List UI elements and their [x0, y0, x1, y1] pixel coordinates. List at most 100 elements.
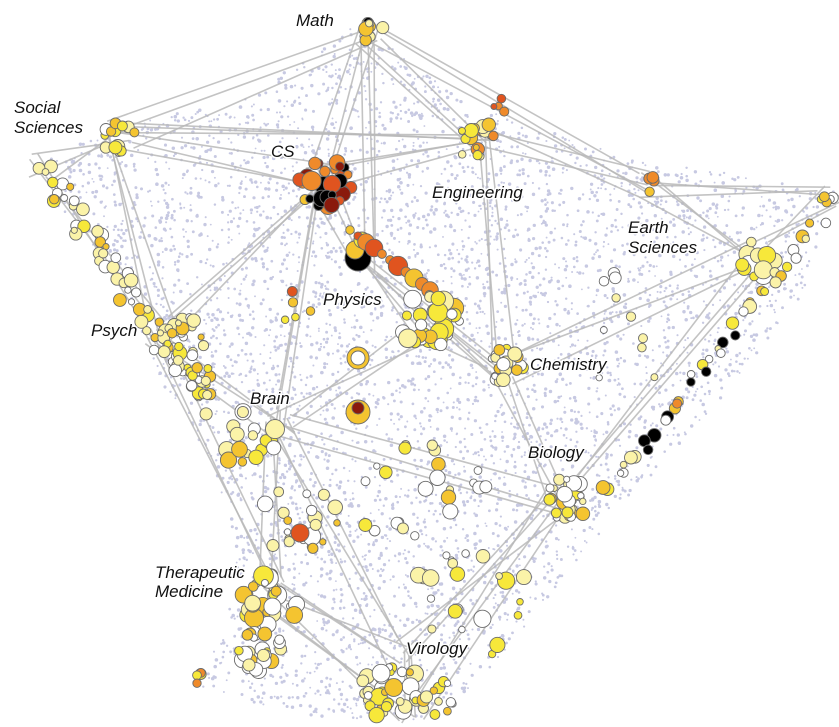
- background-point: [338, 246, 342, 250]
- background-point: [603, 349, 607, 353]
- background-point: [160, 239, 164, 243]
- background-point: [225, 371, 229, 376]
- background-point: [119, 235, 122, 238]
- background-point: [461, 166, 465, 169]
- background-point: [405, 561, 409, 565]
- background-point: [317, 302, 321, 306]
- background-point: [371, 627, 375, 631]
- background-point: [463, 611, 468, 616]
- background-point: [748, 346, 751, 350]
- background-point: [99, 177, 103, 182]
- background-point: [655, 424, 659, 428]
- background-point: [87, 163, 91, 167]
- background-point: [326, 515, 330, 519]
- background-point: [407, 239, 411, 244]
- background-point: [291, 335, 295, 339]
- background-point: [466, 449, 470, 453]
- background-point: [476, 399, 480, 403]
- background-point: [363, 597, 367, 601]
- background-point: [251, 156, 254, 159]
- background-point: [295, 195, 298, 198]
- background-point: [677, 180, 681, 184]
- background-point: [650, 405, 655, 409]
- background-point: [488, 386, 490, 389]
- background-point: [474, 395, 478, 399]
- background-point: [274, 553, 277, 556]
- background-point: [250, 682, 254, 685]
- background-point: [161, 266, 165, 269]
- background-point: [303, 654, 307, 658]
- background-point: [248, 549, 252, 554]
- background-point: [597, 511, 600, 515]
- background-point: [421, 227, 425, 230]
- background-point: [314, 281, 318, 285]
- background-point: [381, 72, 384, 76]
- background-point: [445, 148, 448, 151]
- background-point: [683, 217, 686, 220]
- background-point: [591, 150, 595, 154]
- background-point: [702, 225, 707, 229]
- background-point: [582, 236, 585, 239]
- background-point: [475, 371, 478, 373]
- background-point: [478, 475, 482, 479]
- background-point: [553, 132, 557, 136]
- background-point: [390, 172, 393, 175]
- background-point: [390, 223, 394, 227]
- background-point: [290, 103, 295, 108]
- background-point: [755, 282, 759, 286]
- background-point: [522, 291, 526, 295]
- background-point: [385, 657, 388, 661]
- background-point: [105, 186, 109, 190]
- background-point: [555, 303, 559, 307]
- background-point: [212, 684, 216, 688]
- background-point: [572, 553, 575, 556]
- background-point: [312, 290, 316, 294]
- background-point: [335, 548, 338, 552]
- background-point: [183, 144, 188, 148]
- background-point: [604, 233, 608, 237]
- background-point: [334, 72, 337, 75]
- background-point: [536, 363, 540, 367]
- background-point: [482, 580, 487, 585]
- background-point: [517, 440, 521, 444]
- background-point: [242, 336, 244, 339]
- background-point: [592, 517, 596, 521]
- background-point: [483, 437, 487, 441]
- background-point: [328, 571, 332, 575]
- background-point: [525, 273, 528, 276]
- background-point: [236, 224, 240, 228]
- background-point: [501, 590, 505, 594]
- background-point: [451, 372, 456, 377]
- background-point: [189, 293, 192, 296]
- background-point: [407, 175, 411, 179]
- background-point: [639, 178, 642, 181]
- background-point: [500, 301, 503, 304]
- background-point: [449, 252, 453, 256]
- background-point: [298, 517, 301, 520]
- background-point: [345, 698, 349, 702]
- background-point: [425, 74, 429, 78]
- background-point: [377, 489, 382, 494]
- background-point: [445, 89, 449, 93]
- background-point: [255, 133, 259, 137]
- background-point: [181, 177, 184, 180]
- background-point: [559, 459, 563, 462]
- background-point: [470, 568, 473, 572]
- background-point: [338, 485, 342, 488]
- background-point: [284, 83, 288, 87]
- background-point: [461, 240, 464, 243]
- background-point: [565, 169, 568, 172]
- background-point: [506, 544, 508, 547]
- background-point: [269, 695, 273, 700]
- background-point: [796, 187, 799, 191]
- background-point: [401, 603, 406, 607]
- background-point: [569, 345, 572, 348]
- background-point: [314, 707, 318, 711]
- background-point: [440, 592, 444, 596]
- background-point: [648, 293, 652, 297]
- background-point: [265, 474, 269, 477]
- background-point: [305, 333, 309, 337]
- background-point: [397, 216, 401, 221]
- background-point: [214, 183, 218, 188]
- background-point: [473, 267, 477, 270]
